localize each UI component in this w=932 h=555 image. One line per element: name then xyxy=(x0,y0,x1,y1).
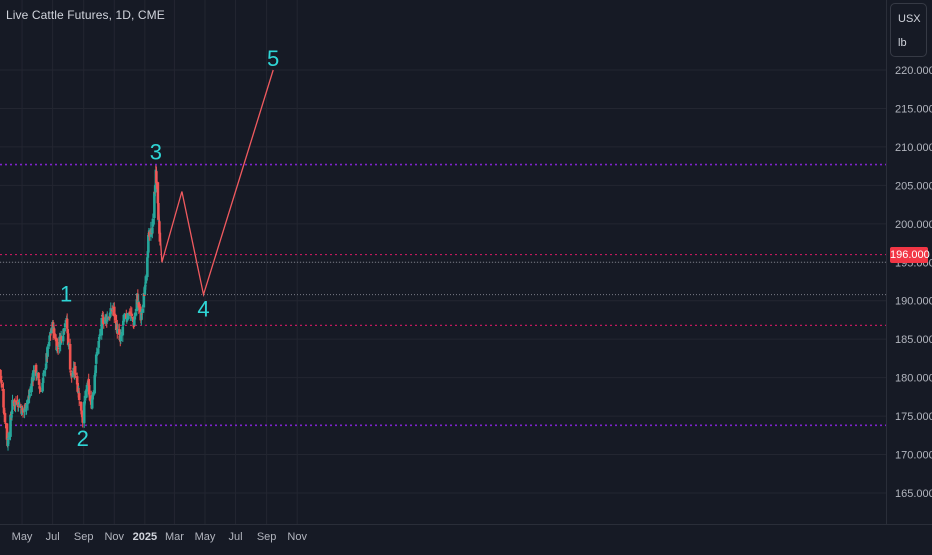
candle-body xyxy=(152,219,155,227)
unit-selector[interactable]: USX lb xyxy=(890,3,927,57)
candle-body xyxy=(69,370,72,372)
y-tick-label: 190.000 xyxy=(895,296,932,308)
candle-body xyxy=(131,314,134,316)
candle-body xyxy=(84,400,87,401)
candle-body xyxy=(141,309,144,313)
wave-label-3: 3 xyxy=(150,139,162,164)
candle-body xyxy=(57,348,60,349)
currency-unit: USX xyxy=(898,13,921,25)
y-tick-label: 205.000 xyxy=(895,180,932,192)
chart-title: Live Cattle Futures, 1D, CME xyxy=(6,8,165,22)
candle-body xyxy=(95,354,98,356)
x-tick-label: Nov xyxy=(287,531,307,543)
x-tick-label: Sep xyxy=(257,531,277,543)
candle-body xyxy=(43,371,46,374)
x-tick-label: 2025 xyxy=(133,531,157,543)
candle-body xyxy=(53,333,56,338)
candle-body xyxy=(146,257,149,277)
candle-body xyxy=(46,347,49,357)
wave-label-5: 5 xyxy=(267,46,279,71)
candle-body xyxy=(1,384,4,388)
wave-label-4: 4 xyxy=(197,297,209,322)
y-tick-label: 220.000 xyxy=(895,65,932,77)
y-tick-label: 165.000 xyxy=(895,488,932,500)
x-tick-label: Jul xyxy=(46,531,60,543)
x-tick-label: May xyxy=(195,531,216,543)
candle-body xyxy=(4,413,7,422)
x-tick-label: Sep xyxy=(74,531,94,543)
y-tick-label: 210.000 xyxy=(895,142,932,154)
measure-unit: lb xyxy=(898,37,907,49)
candle-body xyxy=(145,276,148,283)
wave-label-2: 2 xyxy=(77,426,89,451)
candle-body xyxy=(151,228,154,234)
candle-body xyxy=(74,373,77,375)
x-tick-label: Mar xyxy=(165,531,184,543)
y-tick-label: 170.000 xyxy=(895,450,932,462)
y-tick-label: 215.000 xyxy=(895,103,932,115)
x-tick-label: May xyxy=(12,531,33,543)
candle-body xyxy=(32,370,35,380)
candle-body xyxy=(25,404,28,408)
candle-body xyxy=(78,393,81,400)
y-tick-label: 180.000 xyxy=(895,373,932,385)
candle-body xyxy=(69,344,72,370)
y-tick-label: 185.000 xyxy=(895,334,932,346)
wave-label-1: 1 xyxy=(60,281,72,306)
candle-body xyxy=(74,366,77,373)
candle-body xyxy=(134,313,137,317)
candle-body xyxy=(71,376,74,377)
last-price-tag: 196.000 xyxy=(890,247,928,263)
y-tick-label: 175.000 xyxy=(895,411,932,423)
x-tick-label: Jul xyxy=(229,531,243,543)
x-tick-label: Nov xyxy=(104,531,124,543)
candle-body xyxy=(113,307,116,317)
y-tick-label: 200.000 xyxy=(895,219,932,231)
